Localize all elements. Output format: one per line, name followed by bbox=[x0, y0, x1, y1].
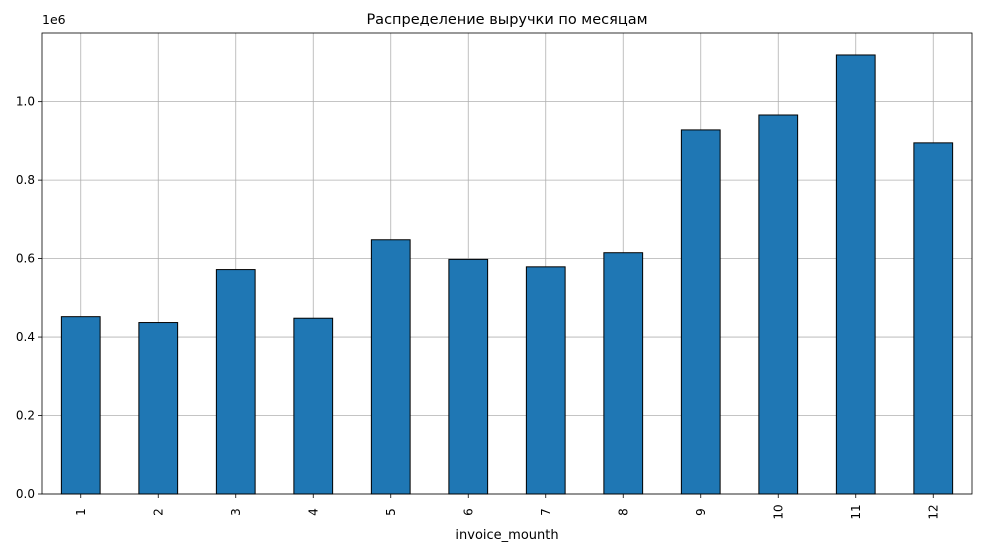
y-tick-label: 0.8 bbox=[16, 173, 35, 187]
x-tick-label: 8 bbox=[616, 508, 630, 516]
y-tick-label: 1.0 bbox=[16, 95, 35, 109]
bar-1 bbox=[60, 316, 101, 495]
x-tick-label: 2 bbox=[151, 508, 165, 516]
x-tick-label: 6 bbox=[461, 508, 475, 516]
bars bbox=[60, 54, 954, 495]
axes bbox=[38, 32, 973, 498]
x-tick-label: 7 bbox=[539, 508, 553, 516]
bar-7 bbox=[525, 266, 566, 495]
y-axis-offset-label: 1e6 bbox=[42, 12, 66, 27]
y-tick-label: 0.0 bbox=[16, 487, 35, 501]
bar-10 bbox=[758, 114, 799, 495]
x-tick-label: 9 bbox=[694, 508, 708, 516]
bar-8 bbox=[603, 252, 644, 495]
bar-3 bbox=[215, 269, 256, 495]
tick-labels: 0.00.20.40.60.81.01 2 3 4 5 6 7 8 9 10 11 12 bbox=[16, 95, 940, 520]
bar-6 bbox=[448, 258, 489, 495]
y-tick-label: 0.2 bbox=[16, 409, 35, 423]
plot-frame bbox=[41, 32, 973, 495]
x-tick-label: 5 bbox=[384, 508, 398, 516]
bar-11 bbox=[835, 54, 876, 495]
x-tick-label: 4 bbox=[306, 508, 320, 516]
x-tick-label: 11 bbox=[849, 504, 863, 519]
bar-5 bbox=[370, 239, 411, 495]
grid-lines bbox=[42, 33, 972, 495]
chart-title: Распределение выручки по месяцам bbox=[366, 12, 647, 28]
y-tick-label: 0.6 bbox=[16, 252, 35, 266]
x-tick-label: 12 bbox=[926, 504, 940, 519]
x-tick-label: 3 bbox=[229, 508, 243, 516]
x-tick-label: 1 bbox=[74, 508, 88, 516]
bar-4 bbox=[293, 317, 334, 495]
x-axis-label: invoice_mounth bbox=[455, 528, 558, 543]
bar-12 bbox=[913, 142, 954, 495]
bar-9 bbox=[680, 129, 721, 495]
x-tick-label: 10 bbox=[771, 504, 785, 519]
y-tick-label: 0.4 bbox=[16, 330, 35, 344]
bar-2 bbox=[138, 322, 179, 495]
